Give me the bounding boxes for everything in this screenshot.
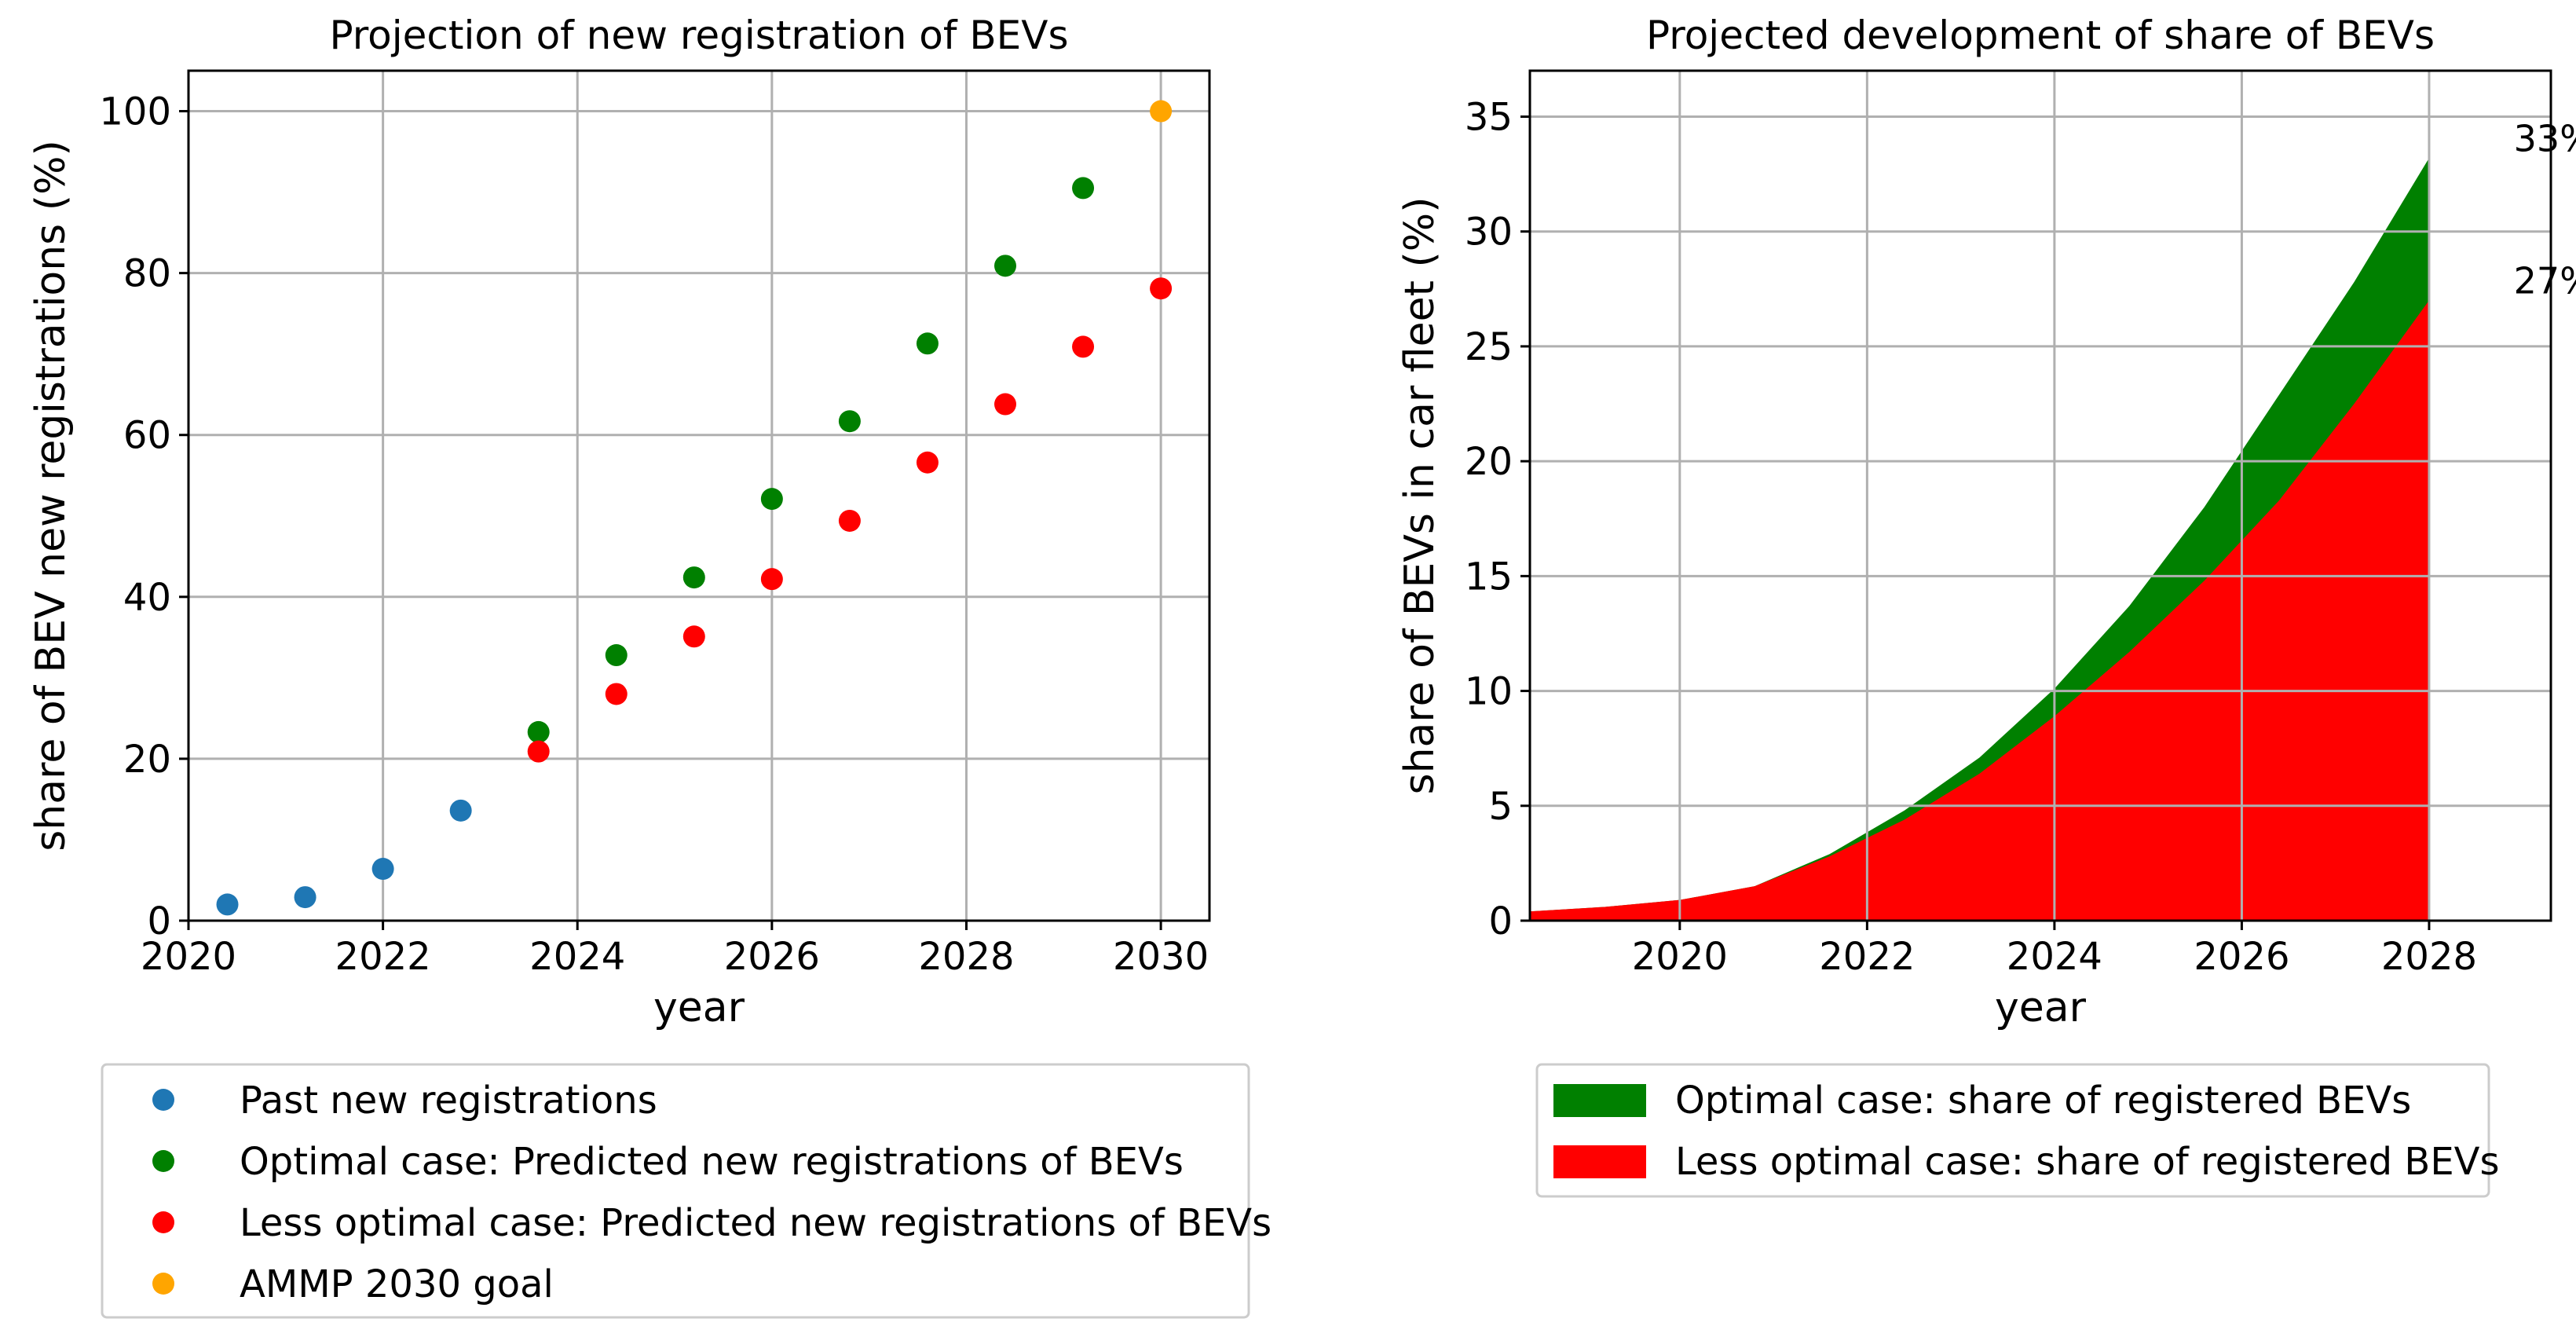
chart1-ticks: 2020 2022 2024 2026 2028 2030 0 20 40 60 80 100: [99, 90, 1209, 979]
data-point: [294, 886, 317, 909]
data-point: [1072, 335, 1095, 358]
area-annotation: 33%: [2514, 117, 2576, 159]
y-tick-label: 40: [123, 576, 171, 620]
y-tick-label: 20: [1465, 440, 1513, 484]
legend-label: Less optimal case: Predicted new registr…: [240, 1201, 1272, 1245]
x-tick-label: 2024: [2007, 935, 2102, 979]
y-tick-label: 30: [1465, 211, 1513, 255]
y-tick-label: 100: [99, 90, 171, 134]
data-point: [916, 451, 939, 474]
chart1-xlabel: year: [653, 984, 745, 1031]
data-point: [527, 740, 550, 763]
chart2-legend-frame: [1535, 1063, 2490, 1198]
y-tick-label: 0: [1488, 899, 1513, 943]
data-point: [216, 893, 239, 916]
data-point: [916, 332, 939, 355]
chart-new-registrations: 2020 2022 2024 2026 2028 2030 0 20 40 60 80 100 Pro…: [27, 13, 1272, 1319]
data-point: [760, 568, 783, 591]
y-tick-label: 80: [123, 252, 171, 296]
y-tick-label: 10: [1465, 670, 1513, 714]
data-point: [760, 488, 783, 511]
y-tick-label: 5: [1488, 785, 1513, 829]
x-tick-label: 2022: [1819, 935, 1915, 979]
data-point: [994, 255, 1016, 277]
data-point: [1072, 177, 1095, 200]
chart-fleet-share: 2020 2022 2024 2026 2028 0 5 10 15 20 25 30 35 33% 27…: [1396, 13, 2576, 1198]
legend-label: Optimal case: share of registered BEVs: [1675, 1079, 2411, 1123]
y-tick-label: 15: [1465, 555, 1513, 599]
data-point: [838, 509, 861, 532]
chart1-legend: Past new registrations Optimal case: Pred…: [101, 1063, 1272, 1319]
legend-marker: [152, 1273, 174, 1295]
data-point: [605, 683, 628, 705]
chart1-legend-frame: [101, 1063, 1250, 1319]
y-tick-label: 35: [1465, 95, 1513, 139]
chart1-grid: [187, 71, 1209, 922]
legend-label: Less optimal case: share of registered B…: [1675, 1140, 2499, 1184]
x-tick-label: 2020: [141, 935, 236, 979]
chart2-plot-frame: [1528, 69, 2552, 922]
y-tick-label: 60: [123, 414, 171, 458]
x-tick-label: 2030: [1113, 935, 1209, 979]
chart2-annotations: 33% 27%: [2514, 117, 2576, 302]
data-point: [527, 720, 550, 743]
data-point: [1150, 277, 1173, 300]
y-tick-label: 0: [147, 899, 171, 943]
chart1-ylabel: share of BEV new registrations (%): [27, 140, 75, 852]
chart1-points: [216, 100, 1173, 916]
chart2-legend: Optimal case: share of registered BEVs Le…: [1535, 1063, 2499, 1198]
x-tick-label: 2024: [529, 935, 625, 979]
legend-label: AMMP 2030 goal: [240, 1262, 554, 1306]
x-tick-label: 2026: [724, 935, 820, 979]
data-point: [371, 858, 394, 881]
legend-label: Optimal case: Predicted new registration…: [240, 1140, 1184, 1184]
area-annotation: 27%: [2514, 260, 2576, 302]
data-point: [838, 410, 861, 433]
data-point: [1150, 100, 1173, 123]
x-tick-label: 2022: [335, 935, 431, 979]
chart2-ticks: 2020 2022 2024 2026 2028 0 5 10 15 20 25 30 35: [1465, 95, 2477, 979]
data-point: [682, 566, 705, 589]
chart1-plot-frame: [187, 69, 1211, 922]
y-tick-label: 20: [123, 738, 171, 782]
chart2-ylabel: share of BEVs in car fleet (%): [1396, 197, 1444, 795]
y-tick-label: 25: [1465, 325, 1513, 369]
chart2-xlabel: year: [1995, 984, 2087, 1031]
x-tick-label: 2028: [918, 935, 1014, 979]
x-tick-label: 2028: [2381, 935, 2477, 979]
data-point: [682, 625, 705, 648]
legend-marker: [152, 1211, 174, 1233]
data-point: [449, 799, 472, 822]
legend-marker: [152, 1150, 174, 1172]
legend-marker: [152, 1089, 174, 1111]
x-tick-label: 2026: [2194, 935, 2289, 979]
legend-label: Past new registrations: [240, 1079, 657, 1123]
chart1-title: Projection of new registration of BEVs: [329, 13, 1068, 58]
chart2-areas: [1530, 158, 2429, 921]
area-series: [1530, 300, 2429, 921]
legend-swatch: [1553, 1084, 1646, 1117]
chart2-title: Projected development of share of BEVs: [1646, 13, 2435, 58]
x-tick-label: 2020: [1632, 935, 1728, 979]
data-point: [605, 644, 628, 667]
data-point: [994, 393, 1016, 416]
legend-swatch: [1553, 1145, 1646, 1178]
